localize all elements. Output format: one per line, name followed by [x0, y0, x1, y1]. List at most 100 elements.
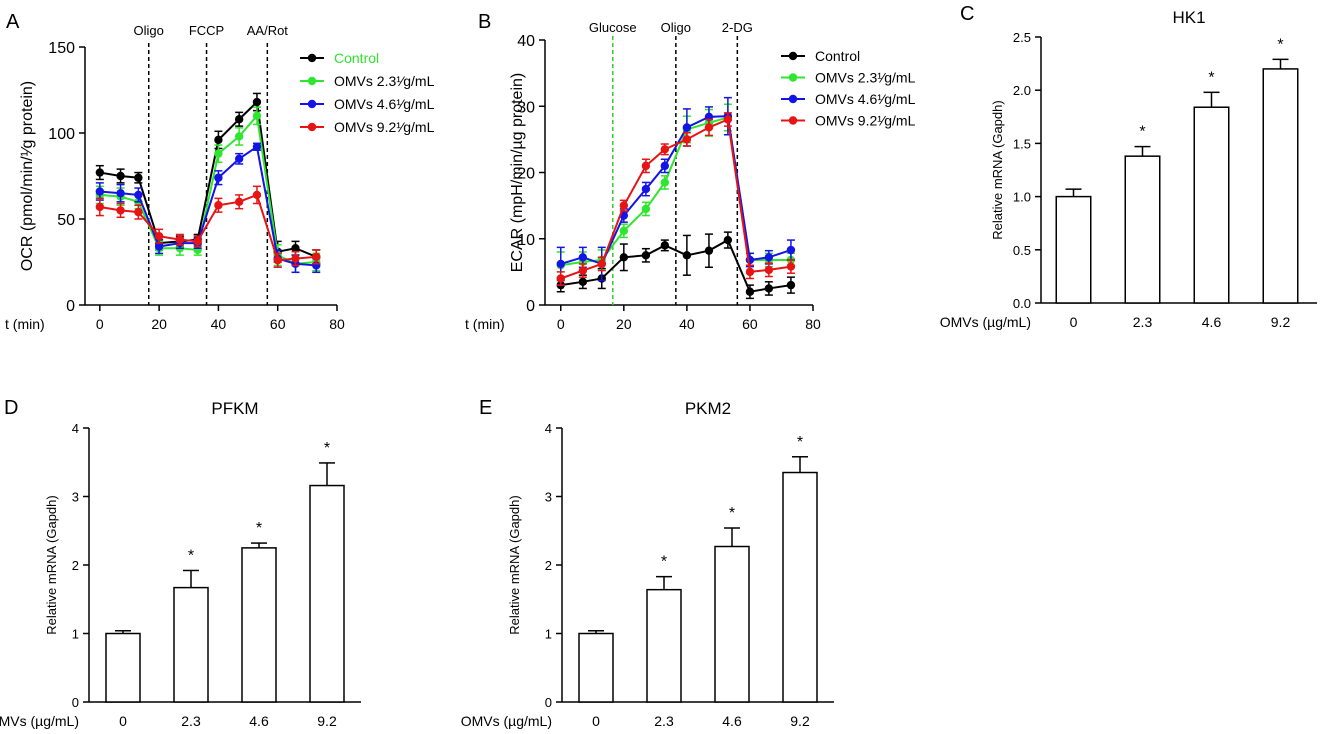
data-point [556, 259, 565, 269]
y-tick-label: 4 [545, 421, 552, 436]
data-point [234, 154, 244, 163]
bar [578, 632, 614, 703]
significance-marker: * [256, 520, 262, 537]
y-tick-label: 0.0 [1013, 296, 1031, 311]
x-tick-label: 4.6 [722, 713, 742, 729]
data-point [723, 235, 733, 245]
bar [1055, 195, 1092, 304]
significance-marker: * [324, 440, 330, 457]
data-point [175, 235, 185, 244]
x-tick-label: 20 [616, 316, 632, 332]
legend-marker [307, 122, 317, 132]
x-tick-label: 9.2 [317, 713, 337, 729]
x-axis-label: OMVs (µg/mL) [0, 713, 79, 729]
y-axis-label: OCR (pmol/min/¹⁄g protein) [19, 81, 36, 271]
data-point [578, 277, 588, 287]
x-tick-label: 2.3 [181, 713, 201, 729]
y-axis-label: Relative mRNA (Gapdh) [44, 495, 59, 634]
significance-marker: * [1277, 36, 1283, 53]
legend-marker [307, 99, 317, 109]
legend-marker [307, 53, 317, 63]
data-point [660, 178, 670, 187]
data-point [764, 265, 774, 275]
significance-marker: * [729, 505, 735, 522]
legend-label: OMVs 2.3¹⁄g/mL [815, 70, 916, 86]
data-point [682, 123, 692, 132]
data-point [234, 132, 244, 141]
treatment-label: AA/Rot [247, 23, 289, 38]
treatment-label: Glucose [589, 20, 637, 35]
legend-marker [788, 51, 798, 61]
svg-text:A: A [6, 11, 20, 33]
y-tick-label: 0 [526, 298, 535, 315]
chart-ocr: 0 50 100 150 0 20 40 60 80 t (min) OCR (pmol/min/¹… [5, 23, 435, 332]
y-tick-label: 3 [72, 490, 79, 505]
x-tick-label: 40 [211, 316, 227, 332]
data-point [154, 232, 164, 241]
data-point [116, 171, 125, 181]
bar [309, 484, 345, 703]
x-tick-label: 40 [679, 316, 695, 332]
y-tick-label: 4 [72, 421, 79, 436]
x-tick-label: 9.2 [790, 713, 810, 729]
treatment-label: Oligo [134, 23, 164, 38]
data-point [641, 251, 651, 260]
y-tick-label: 0.5 [1013, 243, 1031, 258]
data-point [704, 246, 714, 255]
y-tick-label: 0 [72, 695, 79, 710]
data-point [786, 245, 796, 255]
data-point [234, 197, 244, 206]
chart-hk1: HK1 0.0 0.5 1.0 1.5 2.0 2.5 Relative mRNA (Gapd… [940, 8, 1317, 330]
treatment-label: 2-DG [722, 20, 753, 35]
treatment-label: Oligo [661, 20, 691, 35]
data-point [641, 161, 651, 171]
data-point [95, 187, 105, 196]
data-point [556, 274, 565, 283]
y-tick-label: 2 [72, 558, 79, 573]
data-point [116, 206, 125, 215]
data-point [273, 256, 282, 265]
data-point [214, 135, 223, 145]
data-point [578, 266, 588, 275]
x-tick-label: 2.3 [654, 713, 674, 729]
y-tick-label: 1 [72, 627, 79, 642]
data-point [234, 115, 244, 124]
chart-title: PKM2 [685, 399, 731, 418]
x-axis-label: OMVs (µg/mL) [940, 314, 1031, 330]
x-tick-label: 4.6 [249, 713, 269, 729]
legend-label: Control [334, 50, 379, 66]
x-axis-label: t (min) [5, 316, 45, 332]
legend-label: Control [815, 48, 860, 64]
y-axis-label: Relative mRNA (Gapdh) [507, 495, 522, 634]
x-tick-label: 60 [270, 316, 286, 332]
data-point [682, 135, 692, 144]
data-point [786, 262, 796, 271]
legend-label: OMVs 9.2¹⁄g/mL [334, 119, 435, 135]
data-point [116, 189, 125, 198]
legend-label: OMVs 4.6¹⁄g/mL [815, 91, 916, 107]
legend-marker [788, 116, 798, 125]
legend-marker [788, 73, 798, 82]
panel-label-B: B [478, 11, 491, 33]
data-point [252, 97, 262, 107]
y-axis-label: Relative mRNA (Gapdh) [990, 100, 1005, 239]
legend-label: OMVs 2.3¹⁄g/mL [334, 73, 435, 89]
data-point [723, 115, 733, 124]
data-point [641, 184, 651, 194]
y-tick-label: 30 [517, 99, 535, 116]
x-tick-label: 0 [557, 316, 565, 332]
svg-text:B: B [478, 11, 491, 33]
significance-marker: * [1208, 69, 1214, 86]
y-tick-label: 1 [545, 627, 552, 642]
data-point [252, 111, 262, 121]
bar [1193, 106, 1230, 304]
significance-marker: * [188, 547, 194, 564]
y-tick-label: 0 [66, 298, 75, 315]
x-tick-label: 0 [592, 713, 600, 729]
y-tick-label: 50 [57, 212, 75, 229]
bar [241, 547, 277, 703]
data-point [154, 242, 164, 251]
data-point [252, 142, 262, 151]
data-point [660, 145, 670, 154]
x-tick-label: 0 [1070, 314, 1078, 330]
